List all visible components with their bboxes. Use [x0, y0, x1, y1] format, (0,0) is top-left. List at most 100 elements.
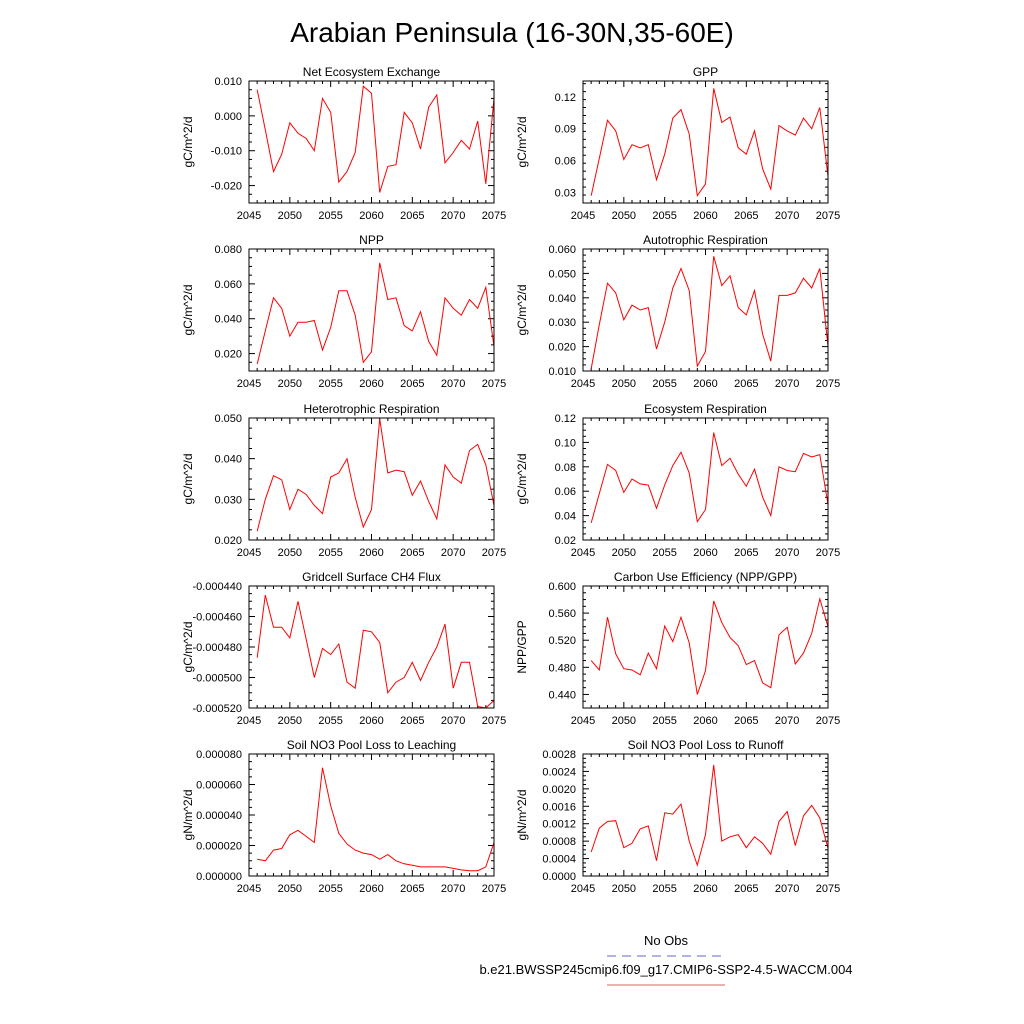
x-tick-label: 2055 — [652, 547, 676, 559]
plot-frame — [248, 417, 495, 541]
panel-title: NPP — [359, 233, 384, 247]
y-tick-label: 0.06 — [555, 156, 576, 168]
x-tick-label: 2075 — [482, 715, 506, 727]
x-tick-label: 2055 — [318, 547, 342, 559]
x-tick-label: 2060 — [693, 883, 717, 895]
x-tick-label: 2075 — [816, 210, 840, 222]
y-tick-label: 0.000020 — [196, 841, 242, 853]
y-tick-label: 0.0028 — [542, 749, 576, 761]
y-tick-label: 0.02 — [555, 535, 576, 547]
y-tick-label: -0.000480 — [192, 642, 242, 654]
series-line — [590, 256, 828, 369]
panel-3: NPP gC/m^2/d 2045 2050 2055 2060 2065 2070 2075 0… — [181, 233, 506, 390]
x-tick-label: 2065 — [734, 547, 758, 559]
x-tick-label: 2070 — [775, 715, 799, 727]
y-tick-label: 0.000000 — [196, 871, 242, 883]
x-tick-label: 2060 — [359, 210, 383, 222]
y-tick-label: 0.040 — [214, 314, 242, 326]
x-tick-label: 2055 — [318, 715, 342, 727]
y-axis-label: gC/m^2/d — [181, 454, 195, 505]
x-tick-label: 2050 — [278, 378, 302, 390]
panel-9: Soil NO3 Pool Loss to Leaching gN/m^2/d 20… — [181, 738, 506, 895]
y-tick-label: -0.000500 — [192, 673, 242, 685]
x-tick-label: 2055 — [652, 883, 676, 895]
panel-8: Carbon Use Efficiency (NPP/GPP) NPP/GPP 20… — [515, 570, 840, 727]
plot-frame — [582, 248, 829, 372]
panel-title: Net Ecosystem Exchange — [303, 65, 441, 79]
x-tick-label: 2050 — [612, 378, 636, 390]
figure-title: Arabian Peninsula (16-30N,35-60E) — [290, 17, 734, 48]
y-tick-label: 0.480 — [548, 662, 576, 674]
plot-frame — [582, 753, 829, 877]
y-axis-label: gC/m^2/d — [515, 454, 529, 505]
x-tick-label: 2070 — [441, 378, 465, 390]
plot-frame — [248, 80, 495, 204]
x-tick-label: 2075 — [816, 378, 840, 390]
plot-frame — [248, 753, 495, 877]
x-tick-label: 2045 — [237, 715, 261, 727]
panel-6: Ecosystem Respiration gC/m^2/d 2045 2050 205… — [515, 402, 840, 559]
x-tick-label: 2045 — [571, 715, 595, 727]
x-tick-label: 2065 — [734, 715, 758, 727]
series-line — [256, 262, 494, 365]
y-axis-label: gN/m^2/d — [181, 790, 195, 841]
x-tick-label: 2045 — [237, 378, 261, 390]
plot-frame — [582, 585, 829, 709]
plot-frame — [582, 417, 829, 541]
x-tick-label: 2075 — [816, 883, 840, 895]
x-tick-label: 2065 — [400, 547, 424, 559]
panel-4: Autotrophic Respiration gC/m^2/d 2045 2050 2… — [515, 233, 840, 390]
x-tick-label: 2060 — [693, 715, 717, 727]
x-tick-label: 2075 — [482, 210, 506, 222]
y-tick-label: 0.0008 — [542, 836, 576, 848]
x-tick-label: 2055 — [318, 883, 342, 895]
y-tick-label: -0.020 — [211, 181, 242, 193]
x-tick-label: 2050 — [612, 883, 636, 895]
y-tick-label: 0.020 — [214, 535, 242, 547]
y-tick-label: 0.020 — [214, 349, 242, 361]
x-tick-label: 2065 — [400, 883, 424, 895]
plot-frame — [582, 80, 829, 204]
y-tick-label: 0.040 — [214, 454, 242, 466]
y-tick-label: 0.060 — [214, 279, 242, 291]
y-tick-label: 0.0004 — [542, 854, 576, 866]
y-tick-label: -0.010 — [211, 146, 242, 158]
x-tick-label: 2055 — [652, 715, 676, 727]
x-tick-label: 2070 — [775, 883, 799, 895]
x-tick-label: 2045 — [571, 883, 595, 895]
y-tick-label: -0.000520 — [192, 703, 242, 715]
series-line — [590, 764, 828, 867]
panel-7: Gridcell Surface CH4 Flux gC/m^2/d 2045 205… — [181, 570, 506, 727]
panel-10: Soil NO3 Pool Loss to Runoff gN/m^2/d 2045… — [515, 738, 840, 895]
y-tick-label: 0.520 — [548, 635, 576, 647]
y-tick-label: 0.560 — [548, 608, 576, 620]
y-tick-label: 0.0024 — [542, 766, 576, 778]
x-tick-label: 2045 — [237, 210, 261, 222]
x-tick-label: 2060 — [693, 547, 717, 559]
y-tick-label: 0.08 — [555, 462, 576, 474]
y-tick-label: 0.0020 — [542, 784, 576, 796]
y-axis-label: gC/m^2/d — [181, 285, 195, 336]
x-tick-label: 2070 — [441, 547, 465, 559]
panel-5: Heterotrophic Respiration gC/m^2/d 2045 205… — [181, 402, 506, 559]
y-axis-label: gC/m^2/d — [515, 117, 529, 168]
x-tick-label: 2045 — [571, 547, 595, 559]
x-tick-label: 2060 — [693, 210, 717, 222]
y-axis-label: NPP/GPP — [515, 620, 529, 673]
y-tick-label: 0.030 — [548, 317, 576, 329]
y-axis-label: gN/m^2/d — [515, 790, 529, 841]
panel-title: Autotrophic Respiration — [643, 233, 768, 247]
y-tick-label: -0.000440 — [192, 581, 242, 593]
series-line — [590, 432, 828, 524]
x-tick-label: 2065 — [734, 378, 758, 390]
series-line — [590, 88, 828, 197]
y-tick-label: 0.09 — [555, 124, 576, 136]
y-tick-label: 0.12 — [555, 92, 576, 104]
y-tick-label: -0.000460 — [192, 612, 242, 624]
plot-frame — [248, 585, 495, 709]
x-tick-label: 2045 — [571, 210, 595, 222]
x-tick-label: 2050 — [278, 210, 302, 222]
panel-title: Gridcell Surface CH4 Flux — [302, 570, 441, 584]
legend-case-label: b.e21.BWSSP245cmip6.f09_g17.CMIP6-SSP2-4… — [479, 962, 852, 977]
